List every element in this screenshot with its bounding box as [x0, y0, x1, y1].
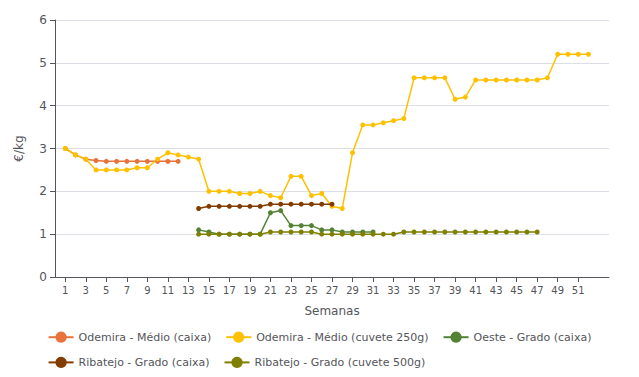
svg-text:3: 3 — [83, 285, 89, 296]
svg-text:37: 37 — [428, 285, 441, 296]
svg-text:19: 19 — [244, 285, 257, 296]
svg-text:33: 33 — [387, 285, 400, 296]
svg-text:41: 41 — [469, 285, 482, 296]
svg-text:27: 27 — [326, 285, 339, 296]
svg-text:Oeste - Grado (caixa): Oeste - Grado (caixa) — [474, 331, 592, 344]
svg-text:€/kg: €/kg — [12, 135, 26, 161]
svg-text:1: 1 — [62, 285, 68, 296]
svg-text:39: 39 — [449, 285, 462, 296]
svg-text:29: 29 — [346, 285, 359, 296]
svg-text:0: 0 — [39, 270, 47, 284]
svg-text:15: 15 — [203, 285, 216, 296]
svg-text:Ribatejo - Grado (caixa): Ribatejo - Grado (caixa) — [79, 356, 210, 369]
svg-text:1: 1 — [39, 227, 47, 241]
svg-text:2: 2 — [39, 184, 47, 198]
svg-text:13: 13 — [182, 285, 195, 296]
svg-text:Ribatejo - Grado (cuvete 500g): Ribatejo - Grado (cuvete 500g) — [255, 356, 426, 369]
svg-text:5: 5 — [39, 56, 47, 70]
svg-text:51: 51 — [572, 285, 585, 296]
svg-text:5: 5 — [103, 285, 109, 296]
svg-text:43: 43 — [490, 285, 503, 296]
svg-text:21: 21 — [264, 285, 277, 296]
svg-text:3: 3 — [39, 142, 47, 156]
svg-text:9: 9 — [144, 285, 150, 296]
svg-text:47: 47 — [531, 285, 544, 296]
svg-text:25: 25 — [305, 285, 318, 296]
svg-text:35: 35 — [408, 285, 421, 296]
svg-text:49: 49 — [551, 285, 564, 296]
svg-text:23: 23 — [285, 285, 298, 296]
svg-text:7: 7 — [124, 285, 130, 296]
svg-text:4: 4 — [39, 99, 47, 113]
svg-text:Odemira - Médio (caixa): Odemira - Médio (caixa) — [79, 331, 212, 344]
svg-text:45: 45 — [510, 285, 523, 296]
svg-text:17: 17 — [223, 285, 236, 296]
svg-text:Odemira - Médio (cuvete 250g): Odemira - Médio (cuvete 250g) — [256, 331, 428, 344]
svg-text:11: 11 — [161, 285, 174, 296]
svg-text:Semanas: Semanas — [304, 304, 359, 318]
svg-text:31: 31 — [367, 285, 380, 296]
svg-text:6: 6 — [39, 13, 47, 27]
